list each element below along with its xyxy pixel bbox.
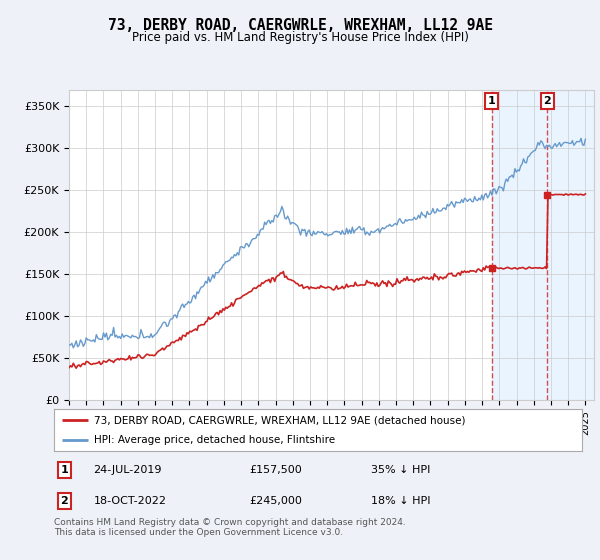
Text: £245,000: £245,000 xyxy=(250,496,302,506)
Text: 73, DERBY ROAD, CAERGWRLE, WREXHAM, LL12 9AE: 73, DERBY ROAD, CAERGWRLE, WREXHAM, LL12… xyxy=(107,18,493,33)
Text: 1: 1 xyxy=(488,96,496,106)
Bar xyxy=(492,90,594,400)
Text: 2: 2 xyxy=(61,496,68,506)
Text: 2: 2 xyxy=(544,96,551,106)
Text: 24-JUL-2019: 24-JUL-2019 xyxy=(94,465,162,475)
Text: HPI: Average price, detached house, Flintshire: HPI: Average price, detached house, Flin… xyxy=(94,435,335,445)
Text: Contains HM Land Registry data © Crown copyright and database right 2024.
This d: Contains HM Land Registry data © Crown c… xyxy=(54,518,406,538)
Text: 18-OCT-2022: 18-OCT-2022 xyxy=(94,496,167,506)
Text: 73, DERBY ROAD, CAERGWRLE, WREXHAM, LL12 9AE (detached house): 73, DERBY ROAD, CAERGWRLE, WREXHAM, LL12… xyxy=(94,415,465,425)
Text: 35% ↓ HPI: 35% ↓ HPI xyxy=(371,465,430,475)
Text: Price paid vs. HM Land Registry's House Price Index (HPI): Price paid vs. HM Land Registry's House … xyxy=(131,31,469,44)
Text: £157,500: £157,500 xyxy=(250,465,302,475)
Text: 18% ↓ HPI: 18% ↓ HPI xyxy=(371,496,430,506)
Text: 1: 1 xyxy=(61,465,68,475)
